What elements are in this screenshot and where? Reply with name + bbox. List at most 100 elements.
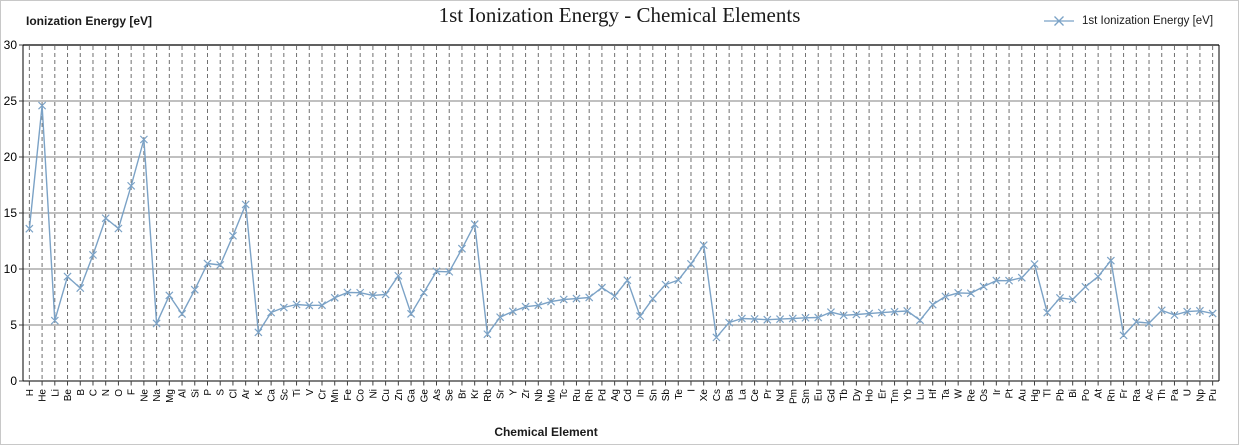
x-tick-label: Cu [381,389,392,402]
x-tick-label: Th [1157,389,1168,401]
x-tick-label: Pm [788,389,799,404]
x-axis-title: Chemical Element [494,425,598,439]
x-tick-label: Ga [407,389,418,403]
x-tick-label: Cr [318,388,329,399]
x-tick-label: Be [63,389,74,402]
x-tick-label: V [305,389,316,396]
x-tick-label: Au [1017,389,1028,401]
x-tick-label: Tc [559,389,570,399]
y-tick-label: 5 [10,318,17,332]
chart-title: 1st Ionization Energy - Chemical Element… [438,3,801,27]
x-tick-label: Re [966,389,977,402]
x-tick-label: Rn [1106,389,1117,402]
x-tick-label: Zn [394,389,405,401]
x-tick-label: Pd [597,389,608,401]
y-tick-label: 25 [4,94,18,108]
x-tick-label: Np [1195,389,1206,402]
x-tick-label: Pa [1170,389,1181,402]
x-tick-label: F [127,389,138,395]
x-tick-label: Er [877,388,888,399]
x-tick-label: In [636,389,647,397]
x-tick-label: W [954,388,965,398]
x-tick-label: Pu [1208,389,1219,401]
x-tick-label: Ra [1132,389,1143,402]
x-tick-label: Sc [279,389,290,401]
x-tick-label: Li [50,389,61,397]
data-point-markers [25,101,1217,342]
x-tick-label: Br [457,388,468,399]
x-tick-label: Po [1081,389,1092,402]
x-tick-label: B [76,389,87,396]
x-tick-label: Ni [368,389,379,398]
x-tick-label: Yb [903,389,914,402]
x-tick-label: U [1183,389,1194,396]
x-tick-label: He [38,389,49,402]
x-tick-label: Ge [419,389,430,403]
y-tick-label: 30 [4,38,18,52]
x-tick-label: P [203,389,214,396]
x-tick-label: Rb [483,389,494,402]
x-tick-label: Y [508,389,519,396]
x-tick-label: Ho [865,389,876,402]
x-tick-label: Se [445,389,456,402]
x-tick-label: C [88,389,99,396]
x-tick-label: Ir [992,388,1003,395]
x-tick-label: Pb [1055,389,1066,402]
x-tick-label: Hg [1030,389,1041,402]
x-tick-label: Cd [623,389,634,402]
series-line [28,104,1213,339]
y-axis-title: Ionization Energy [eV] [26,14,153,28]
x-tick-label: Ba [725,389,736,402]
x-tick-label: Pt [1005,389,1016,399]
x-tick-label: Te [674,389,685,400]
x-tick-label: Tb [839,389,850,401]
x-tick-label: Dy [852,389,863,401]
x-tick-label: Fe [343,389,354,401]
y-tick-label: 0 [10,374,17,388]
x-tick-label: As [432,389,443,401]
x-tick-label: Rh [585,389,596,402]
x-tick-label: Ru [572,389,583,402]
x-tick-label: Mo [547,389,558,403]
legend-label: 1st Ionization Energy [eV] [1082,15,1214,27]
x-tick-label: Ta [941,389,952,400]
x-tick-label: K [254,389,265,396]
x-tick-label: Si [190,389,201,398]
x-tick-label: Ce [750,389,761,402]
legend-x-marker-icon [1044,16,1074,26]
x-tick-label: Mn [330,389,341,403]
x-tick-label: Co [356,389,367,402]
x-tick-label: Sm [801,389,812,404]
x-tick-label: Pr [763,388,774,399]
x-tick-label: S [216,389,227,396]
x-tick-label: Sb [661,389,672,402]
x-tick-label: Mg [165,389,176,403]
x-tick-label: Bi [1068,389,1079,398]
x-tick-label: N [101,389,112,396]
x-tick-label: Kr [470,388,481,399]
x-tick-label: H [25,389,36,396]
legend: 1st Ionization Energy [eV] [1043,14,1213,28]
x-tick-label: Sn [648,389,659,401]
x-tick-label: Ar [241,388,252,399]
x-tick-label: Tm [890,389,901,403]
x-tick-label: Xe [699,389,710,402]
x-tick-label: Ne [139,389,150,402]
x-tick-label: Ca [267,389,278,402]
x-tick-label: Nb [534,389,545,402]
x-tick-label: Na [152,389,163,402]
x-tick-label: Cl [228,389,239,398]
x-tick-label: Hf [928,389,939,399]
x-tick-label: Os [979,389,990,402]
x-tick-label: Lu [916,389,927,400]
x-tick-label: Ti [292,389,303,397]
x-tick-label: Nd [776,389,787,402]
x-tick-label: At [1094,389,1105,399]
x-tick-label: Zr [521,388,532,398]
x-tick-label: Tl [1043,389,1054,397]
x-tick-label: Al [178,389,189,398]
x-tick-label: Sr [496,388,507,399]
x-tick-label: Cs [712,389,723,401]
